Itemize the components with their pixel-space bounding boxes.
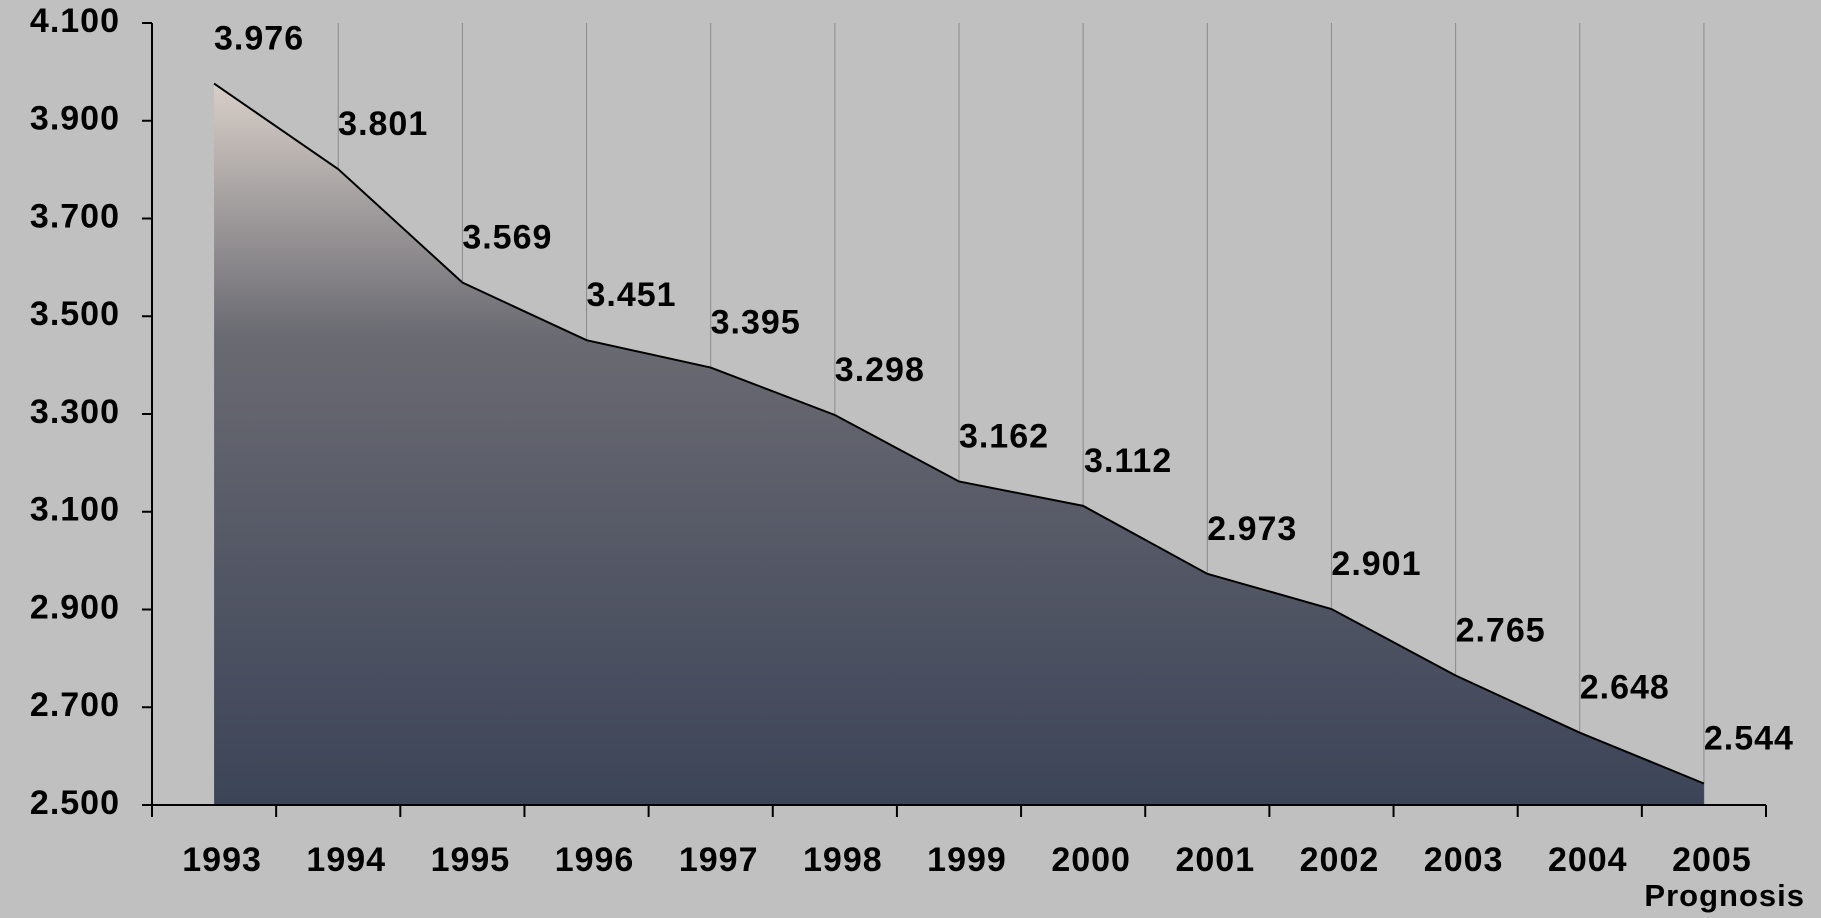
data-label: 3.569 [462, 219, 552, 257]
data-label: 2.544 [1704, 719, 1794, 757]
x-tick-label: 2003 [1424, 841, 1504, 879]
y-tick-label: 2.500 [30, 784, 120, 822]
x-tick-label: 2004 [1548, 841, 1628, 879]
x-tick-label: 1994 [306, 841, 386, 879]
data-label: 3.976 [214, 20, 304, 58]
x-tick-label: 2005 [1672, 841, 1752, 879]
data-label: 3.112 [1084, 442, 1172, 480]
data-label: 2.901 [1331, 545, 1421, 583]
line [213, 82, 1705, 785]
data-label: 3.395 [711, 304, 801, 342]
x-tick-label: 1999 [927, 841, 1007, 879]
x-tick-label: 1997 [679, 841, 759, 879]
y-tick-label: 3.500 [30, 295, 120, 333]
data-label: 3.298 [835, 351, 925, 389]
y-tick-label: 3.900 [30, 100, 120, 138]
data-label: 3.451 [586, 276, 676, 314]
y-tick-label: 4.100 [30, 2, 120, 40]
x-tick-label: 1998 [803, 841, 883, 879]
data-label: 3.162 [959, 417, 1049, 455]
data-label: 2.973 [1207, 510, 1297, 548]
annotation: Prognosis [1644, 878, 1805, 913]
area [214, 83, 1704, 806]
data-label: 2.648 [1580, 669, 1670, 707]
data-label: 2.765 [1456, 611, 1546, 649]
x-tick-label: 2000 [1051, 841, 1131, 879]
x-tick-label: 1996 [555, 841, 635, 879]
y-tick-label: 3.100 [30, 491, 120, 529]
data-label: 3.801 [338, 105, 428, 143]
x-tick-label: 2002 [1300, 841, 1380, 879]
y-tick-label: 3.700 [30, 197, 120, 235]
y-tick-label: 2.900 [30, 588, 120, 626]
x-tick-label: 1995 [431, 841, 511, 879]
y-tick-label: 3.300 [30, 393, 120, 431]
x-tick-label: 2001 [1175, 841, 1255, 879]
y-tick-label: 2.700 [30, 686, 120, 724]
x-tick-label: 1993 [182, 841, 262, 879]
